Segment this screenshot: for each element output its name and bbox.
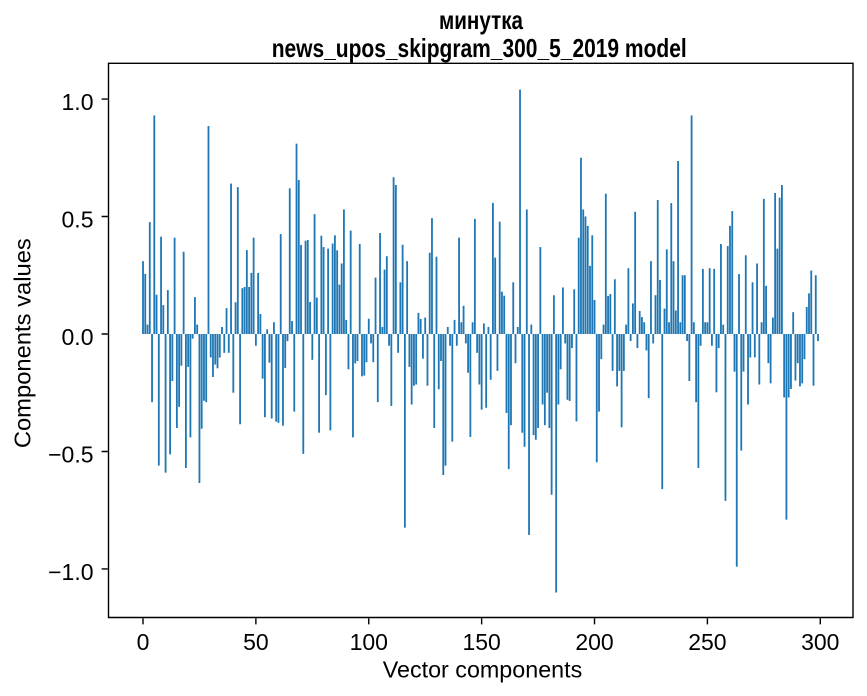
svg-text:0.5: 0.5: [62, 207, 94, 233]
svg-text:200: 200: [575, 629, 613, 655]
svg-text:250: 250: [688, 629, 726, 655]
svg-text:−0.5: −0.5: [48, 442, 93, 468]
svg-text:Vector components: Vector components: [383, 656, 583, 682]
svg-text:150: 150: [462, 629, 500, 655]
svg-text:−1.0: −1.0: [48, 559, 93, 585]
svg-text:минутка: минутка: [439, 5, 523, 35]
svg-text:300: 300: [801, 629, 839, 655]
svg-text:0.0: 0.0: [62, 324, 94, 350]
svg-text:0: 0: [137, 629, 150, 655]
svg-text:news_upos_skipgram_300_5_2019: news_upos_skipgram_300_5_2019 model: [272, 33, 687, 63]
svg-text:100: 100: [350, 629, 388, 655]
svg-text:1.0: 1.0: [62, 89, 94, 115]
svg-text:Components values: Components values: [9, 238, 35, 448]
svg-text:50: 50: [243, 629, 269, 655]
